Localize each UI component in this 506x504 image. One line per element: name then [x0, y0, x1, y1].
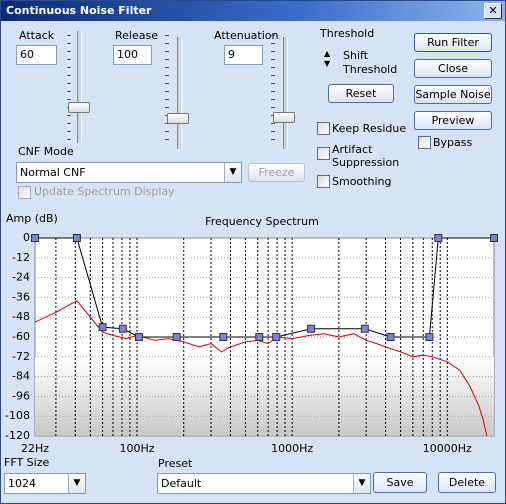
y-tick-label: -84: [12, 370, 30, 383]
release-label: Release: [115, 29, 158, 42]
window-title: Continuous Noise Filter: [6, 4, 152, 17]
control-point: [255, 333, 264, 341]
run-filter-button[interactable]: Run Filter: [414, 33, 492, 52]
delete-button[interactable]: Delete: [438, 472, 496, 493]
control-point: [172, 333, 181, 341]
y-tick-label: -48: [12, 310, 30, 323]
keep-residue-label: Keep Residue: [332, 122, 407, 135]
checkbox[interactable]: [418, 136, 431, 149]
title-bar: Continuous Noise Filter: [1, 1, 505, 21]
control-point: [98, 323, 107, 332]
fft-size-value: 1024: [8, 477, 36, 490]
control-point: [360, 324, 369, 333]
slider-track: [283, 37, 288, 149]
slider-track: [177, 37, 182, 149]
checkbox[interactable]: [317, 175, 330, 188]
cnf-mode-label: CNF Mode: [18, 145, 74, 158]
threshold-label: Threshold: [320, 27, 375, 40]
save-button[interactable]: Save: [373, 472, 427, 493]
control-point: [307, 324, 316, 333]
y-tick-label: -24: [12, 271, 30, 284]
attenuation-input[interactable]: 9: [224, 45, 263, 65]
slider-ticks: [271, 35, 275, 141]
control-point: [434, 234, 443, 242]
close-button[interactable]: Close: [414, 59, 492, 78]
close-x[interactable]: ✕: [484, 3, 502, 19]
control-point: [118, 324, 127, 333]
fft-size-dropdown[interactable]: 1024 ▼: [4, 473, 86, 494]
spin-arrows[interactable]: ▲ ▼: [324, 49, 331, 68]
update-spectrum-label: Update Spectrum Display: [34, 185, 175, 198]
slider-ticks: [67, 35, 71, 141]
sample-noise-button[interactable]: Sample Noise: [414, 85, 492, 104]
control-point: [31, 234, 39, 242]
chart-title: Frequency Spectrum: [205, 215, 319, 228]
artifact-suppression-label: Artifact Suppression: [332, 143, 400, 169]
checkbox[interactable]: [317, 122, 330, 135]
y-tick-label: -96: [12, 389, 30, 402]
preview-button[interactable]: Preview: [414, 111, 492, 130]
bypass-label: Bypass: [433, 136, 473, 149]
x-tick-label: 10000Hz: [423, 442, 472, 455]
y-axis-label: Amp (dB): [6, 212, 58, 225]
plot-shade: [35, 357, 494, 436]
attenuation-slider[interactable]: [273, 112, 295, 123]
release-input[interactable]: 100: [113, 45, 152, 65]
shift-threshold-label: Shift Threshold: [343, 49, 398, 76]
attack-label: Attack: [19, 29, 55, 42]
control-point: [72, 234, 81, 242]
release-slider[interactable]: [167, 113, 189, 124]
y-tick-label: -108: [5, 409, 30, 422]
preset-value: Default: [161, 477, 202, 490]
control-point: [219, 333, 228, 341]
control-point: [490, 234, 498, 242]
control-point: [135, 333, 144, 341]
attenuation-label: Attenuation: [214, 29, 279, 42]
checkbox[interactable]: [18, 186, 31, 199]
attack-slider[interactable]: [68, 102, 90, 113]
x-tick-label: 22Hz: [21, 442, 49, 455]
control-point: [425, 333, 434, 341]
attack-input[interactable]: 60: [16, 45, 57, 65]
control-point: [272, 333, 281, 341]
preset-dropdown[interactable]: Default ▼: [157, 473, 371, 494]
freeze-button[interactable]: Freeze: [248, 163, 305, 182]
reset-button[interactable]: Reset: [328, 84, 394, 103]
y-tick-label: 0: [23, 231, 30, 244]
y-tick-label: -36: [12, 290, 30, 303]
control-point: [386, 333, 395, 341]
cnf-mode-dropdown[interactable]: Normal CNF ▼: [16, 162, 242, 183]
preset-label: Preset: [158, 457, 193, 470]
checkbox[interactable]: [317, 147, 330, 160]
x-tick-label: 100Hz: [119, 442, 154, 455]
y-tick-label: -60: [12, 330, 30, 343]
smoothing-label: Smoothing: [332, 175, 392, 188]
y-tick-label: -72: [12, 350, 30, 363]
x-tick-label: 1000Hz: [271, 442, 313, 455]
fft-size-label: FFT Size: [4, 456, 50, 469]
y-tick-label: -12: [12, 251, 30, 264]
slider-ticks: [165, 35, 169, 141]
cnf-mode-value: Normal CNF: [20, 166, 86, 179]
slider-track: [77, 31, 82, 143]
y-tick-label: -120: [5, 429, 30, 442]
